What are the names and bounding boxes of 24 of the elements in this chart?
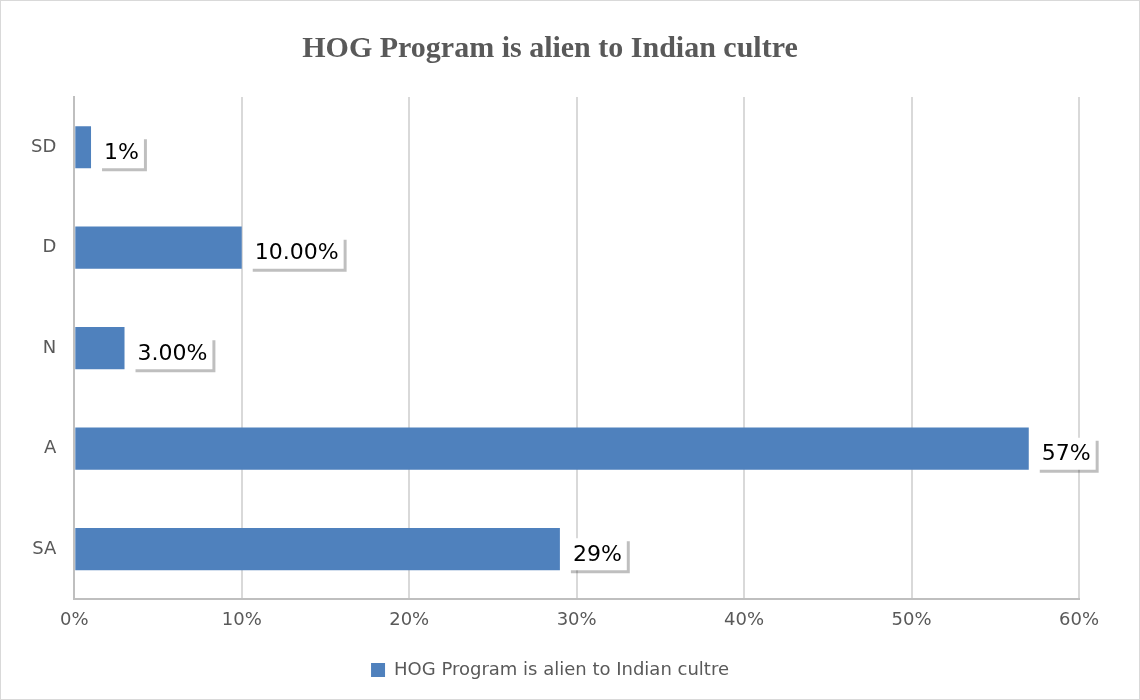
y-tick-label: SA <box>32 536 57 558</box>
chart-title: HOG Program is alien to Indian cultre <box>302 29 798 63</box>
bar <box>75 528 560 571</box>
data-label: 1% <box>104 138 139 164</box>
x-tick-label: 60% <box>1058 607 1100 629</box>
data-label: 29% <box>572 540 622 566</box>
y-tick-label: N <box>42 335 57 357</box>
x-tick-label: 10% <box>221 607 262 629</box>
y-tick-label: D <box>42 235 57 257</box>
bar <box>75 126 92 169</box>
data-label: 3.00% <box>137 339 208 365</box>
data-label: 57% <box>1041 440 1091 466</box>
x-tick-label: 0% <box>60 607 89 629</box>
x-tick-label: 50% <box>891 607 932 629</box>
legend-label: HOG Program is alien to Indian cultre <box>394 657 729 679</box>
y-tick-label: A <box>43 436 57 458</box>
bar <box>75 327 125 370</box>
bar <box>75 226 242 269</box>
x-tick-label: 40% <box>724 607 765 629</box>
x-tick-label: 30% <box>556 607 597 629</box>
y-tick-label: SD <box>30 134 57 156</box>
data-label: 10.00% <box>254 239 339 265</box>
x-tick-label: 20% <box>389 607 430 629</box>
bar <box>75 427 1029 470</box>
